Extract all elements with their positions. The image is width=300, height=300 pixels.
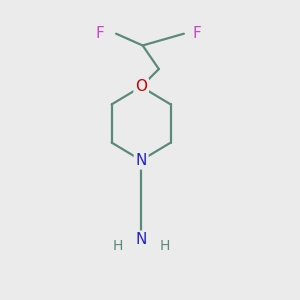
- Text: O: O: [135, 79, 147, 94]
- Text: H: H: [112, 239, 123, 253]
- Text: H: H: [160, 239, 170, 253]
- Text: F: F: [96, 26, 104, 41]
- Text: F: F: [193, 26, 201, 41]
- Text: N: N: [136, 232, 147, 247]
- Text: N: N: [136, 153, 147, 168]
